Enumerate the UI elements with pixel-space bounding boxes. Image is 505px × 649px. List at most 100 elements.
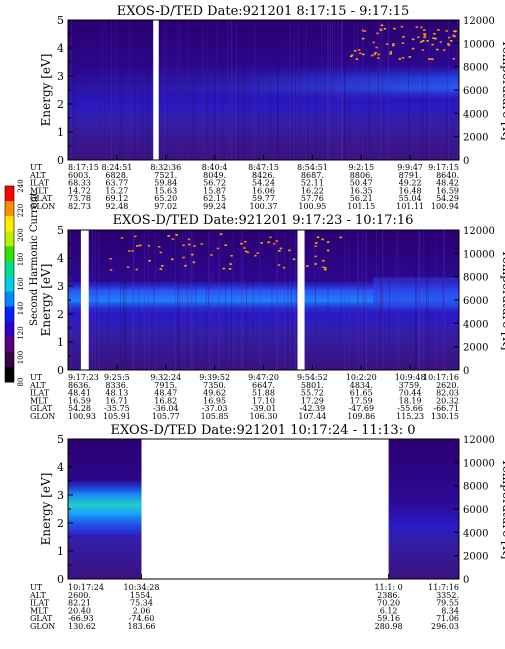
cell-mlt: 16.82 bbox=[154, 396, 177, 405]
colorbar-segment bbox=[5, 366, 14, 383]
cell-ilat: 82.21 bbox=[68, 599, 91, 608]
cell-alt: 6647. bbox=[252, 381, 275, 390]
high-energy-pixel bbox=[400, 25, 404, 28]
row-label-mlt: MLT bbox=[30, 606, 49, 615]
high-energy-pixel bbox=[175, 234, 178, 236]
high-energy-pixel bbox=[370, 54, 374, 57]
high-energy-pixel bbox=[426, 40, 429, 42]
high-energy-pixel bbox=[148, 259, 151, 262]
cell-ilat: 52.11 bbox=[301, 179, 324, 188]
high-energy-pixel bbox=[379, 29, 383, 31]
high-energy-pixel bbox=[423, 36, 426, 38]
data-segment-2 bbox=[388, 439, 459, 579]
cell-ut: 9:2:15 bbox=[348, 163, 374, 172]
colorbar-tick-label: 140 bbox=[17, 302, 25, 315]
high-energy-pixel bbox=[439, 41, 443, 43]
y2-tick-label: 8000 bbox=[463, 273, 488, 284]
cell-mlt: 15.27 bbox=[105, 186, 128, 195]
cell-ut: 9:47:20 bbox=[248, 373, 279, 382]
high-energy-pixel bbox=[373, 53, 376, 56]
colorbar-tick-label: 100 bbox=[17, 351, 25, 364]
cell-ut: 8:32:36 bbox=[150, 163, 181, 172]
cell-ilat: 61.65 bbox=[350, 389, 373, 398]
high-energy-pixel bbox=[361, 37, 365, 40]
y2-tick-label: 10000 bbox=[463, 249, 495, 260]
colorbar-segment bbox=[5, 276, 14, 293]
y2-tick-label: 6000 bbox=[463, 86, 488, 97]
high-energy-pixel bbox=[375, 46, 378, 49]
cell-glat: -36.04 bbox=[153, 404, 179, 413]
high-energy-pixel bbox=[408, 56, 412, 58]
cell-ut: 9:9:47 bbox=[397, 163, 423, 172]
row-label-alt: ALT bbox=[29, 381, 46, 390]
high-energy-pixel bbox=[192, 261, 196, 264]
high-energy-pixel bbox=[447, 36, 451, 39]
cell-alt: 3759. bbox=[399, 381, 422, 390]
high-energy-pixel bbox=[415, 26, 419, 28]
row-label-glat: GLAT bbox=[30, 194, 53, 203]
cell-ut: 10:17:24 bbox=[68, 583, 104, 592]
colorbar-label: Second Harmonic Current bbox=[29, 192, 40, 326]
cell-glat: 57.76 bbox=[301, 194, 324, 203]
intensity-band-right bbox=[372, 277, 459, 309]
cell-ut: 11:1: 0 bbox=[374, 583, 402, 592]
colorbar: 80 100 120 140 160 180 200 220 240 Second Harmoni… bbox=[4, 179, 40, 386]
cell-glat: -37.03 bbox=[202, 404, 228, 413]
high-energy-pixel bbox=[244, 240, 247, 243]
row-label-ilat: ILAT bbox=[30, 179, 50, 188]
cell-glat: -42.39 bbox=[300, 404, 326, 413]
cell-ilat: 54.24 bbox=[252, 179, 275, 188]
high-energy-pixel bbox=[452, 34, 455, 37]
cell-ilat: 79.55 bbox=[436, 599, 459, 608]
y2-tick-label: 4000 bbox=[463, 109, 488, 120]
y-tick-label: 5 bbox=[57, 14, 64, 27]
high-energy-pixel bbox=[324, 267, 327, 269]
high-energy-pixel bbox=[453, 35, 456, 38]
cell-alt: 2600. bbox=[68, 591, 91, 600]
cell-mlt: 16.35 bbox=[350, 186, 373, 195]
high-energy-pixel bbox=[272, 242, 276, 245]
high-energy-pixel bbox=[126, 266, 130, 268]
high-energy-pixel bbox=[402, 36, 405, 38]
intensity-band bbox=[68, 64, 459, 102]
colorbar-segment bbox=[5, 231, 14, 247]
cell-alt: 5801. bbox=[301, 381, 324, 390]
high-energy-pixel bbox=[377, 53, 380, 56]
high-energy-pixel bbox=[210, 254, 213, 256]
high-energy-pixel bbox=[447, 43, 450, 45]
high-energy-pixel bbox=[315, 242, 318, 244]
high-energy-pixel bbox=[357, 49, 361, 51]
high-energy-pixel bbox=[380, 24, 384, 27]
cell-mlt: 16.71 bbox=[105, 396, 128, 405]
cell-glon: 100.93 bbox=[68, 412, 96, 421]
high-energy-pixel bbox=[279, 247, 283, 250]
y-tick-label: 5 bbox=[57, 224, 64, 237]
cell-ut: 9:39:52 bbox=[199, 373, 230, 382]
high-energy-pixel bbox=[355, 58, 359, 60]
high-energy-pixel bbox=[326, 241, 330, 243]
high-energy-pixel bbox=[222, 267, 226, 270]
row-label-glon: GLON bbox=[30, 202, 55, 211]
high-energy-pixel bbox=[139, 244, 142, 247]
cell-ilat: 48.42 bbox=[436, 179, 459, 188]
y-axis-label: Energy [eV] bbox=[39, 264, 53, 337]
cell-mlt: 8.34 bbox=[441, 606, 459, 615]
orbit-table: UT 8:17:15 8:24:51 8:32:36 8:40:4 8:47:15 8:54… bbox=[29, 163, 459, 211]
cell-ut: 8:17:15 bbox=[68, 163, 99, 172]
high-energy-pixel bbox=[363, 30, 367, 32]
colorbar-segment bbox=[5, 336, 14, 353]
high-energy-pixel bbox=[321, 238, 324, 241]
y2-tick-label: 12000 bbox=[463, 16, 495, 27]
high-energy-pixel bbox=[419, 41, 423, 43]
cell-mlt: 20.32 bbox=[436, 396, 459, 405]
high-energy-pixel bbox=[453, 30, 456, 33]
row-label-ilat: ILAT bbox=[30, 599, 50, 608]
orbit-table: UT 9:17:23 9:25:5 9:32:24 9:39:52 9:47:20 9:54… bbox=[29, 373, 459, 421]
high-energy-pixel bbox=[316, 236, 320, 239]
high-energy-pixel bbox=[417, 36, 420, 39]
cell-mlt: 20.40 bbox=[68, 606, 91, 615]
cell-mlt: 16.22 bbox=[301, 186, 324, 195]
cell-ut: 10:34:28 bbox=[124, 583, 160, 592]
cell-glon: 115.23 bbox=[396, 412, 424, 421]
